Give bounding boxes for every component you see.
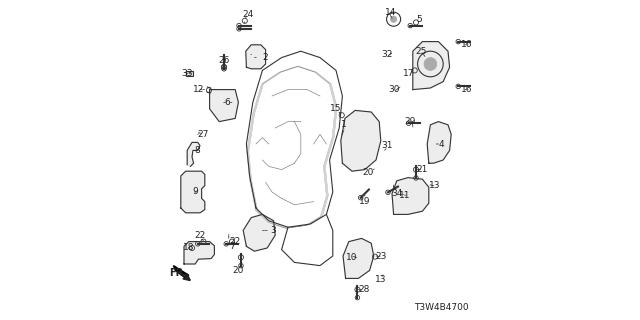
Polygon shape — [173, 266, 189, 278]
Text: 6: 6 — [225, 98, 230, 107]
Text: 7: 7 — [229, 242, 235, 251]
Text: 22: 22 — [195, 231, 206, 240]
Polygon shape — [246, 45, 266, 69]
Text: 11: 11 — [399, 191, 410, 200]
Text: 10: 10 — [346, 253, 358, 262]
Text: 18: 18 — [183, 244, 195, 252]
Text: 30: 30 — [388, 85, 399, 94]
Polygon shape — [184, 242, 214, 264]
Polygon shape — [210, 90, 239, 122]
Text: 9: 9 — [193, 188, 198, 196]
Text: 13: 13 — [429, 181, 441, 190]
Text: 27: 27 — [197, 130, 208, 139]
Text: FR.: FR. — [170, 268, 188, 278]
Text: 4: 4 — [439, 140, 444, 148]
Polygon shape — [187, 142, 200, 166]
Polygon shape — [392, 178, 429, 214]
Circle shape — [390, 16, 397, 22]
Polygon shape — [243, 214, 275, 251]
Polygon shape — [340, 110, 381, 171]
Text: 16: 16 — [461, 85, 473, 94]
Polygon shape — [181, 171, 205, 213]
Text: 34: 34 — [391, 189, 403, 198]
Text: 23: 23 — [376, 252, 387, 261]
Text: 3: 3 — [271, 226, 276, 235]
Text: 25: 25 — [415, 47, 427, 56]
Text: 28: 28 — [358, 285, 369, 294]
Text: 12: 12 — [193, 85, 204, 94]
Text: 31: 31 — [381, 141, 393, 150]
Polygon shape — [428, 122, 451, 163]
Text: 22: 22 — [230, 237, 241, 246]
Text: 13: 13 — [375, 276, 387, 284]
Text: 16: 16 — [461, 40, 473, 49]
Text: 20: 20 — [362, 168, 374, 177]
Polygon shape — [413, 42, 450, 90]
Text: 5: 5 — [417, 15, 422, 24]
Text: 24: 24 — [243, 10, 253, 19]
Circle shape — [424, 58, 436, 70]
Text: 21: 21 — [417, 165, 428, 174]
Text: 14: 14 — [385, 8, 396, 17]
Text: 1: 1 — [341, 120, 347, 129]
Text: 15: 15 — [330, 104, 341, 113]
Text: 2: 2 — [263, 53, 268, 62]
Text: 17: 17 — [403, 69, 414, 78]
Text: 8: 8 — [194, 146, 200, 155]
Bar — [186, 71, 193, 76]
Text: T3W4B4700: T3W4B4700 — [414, 303, 469, 312]
Text: 20: 20 — [232, 266, 243, 275]
Polygon shape — [343, 238, 374, 278]
Text: 26: 26 — [218, 56, 230, 65]
Text: 32: 32 — [381, 50, 393, 59]
Text: 29: 29 — [404, 117, 415, 126]
Text: 33: 33 — [182, 69, 193, 78]
Text: 19: 19 — [359, 197, 371, 206]
